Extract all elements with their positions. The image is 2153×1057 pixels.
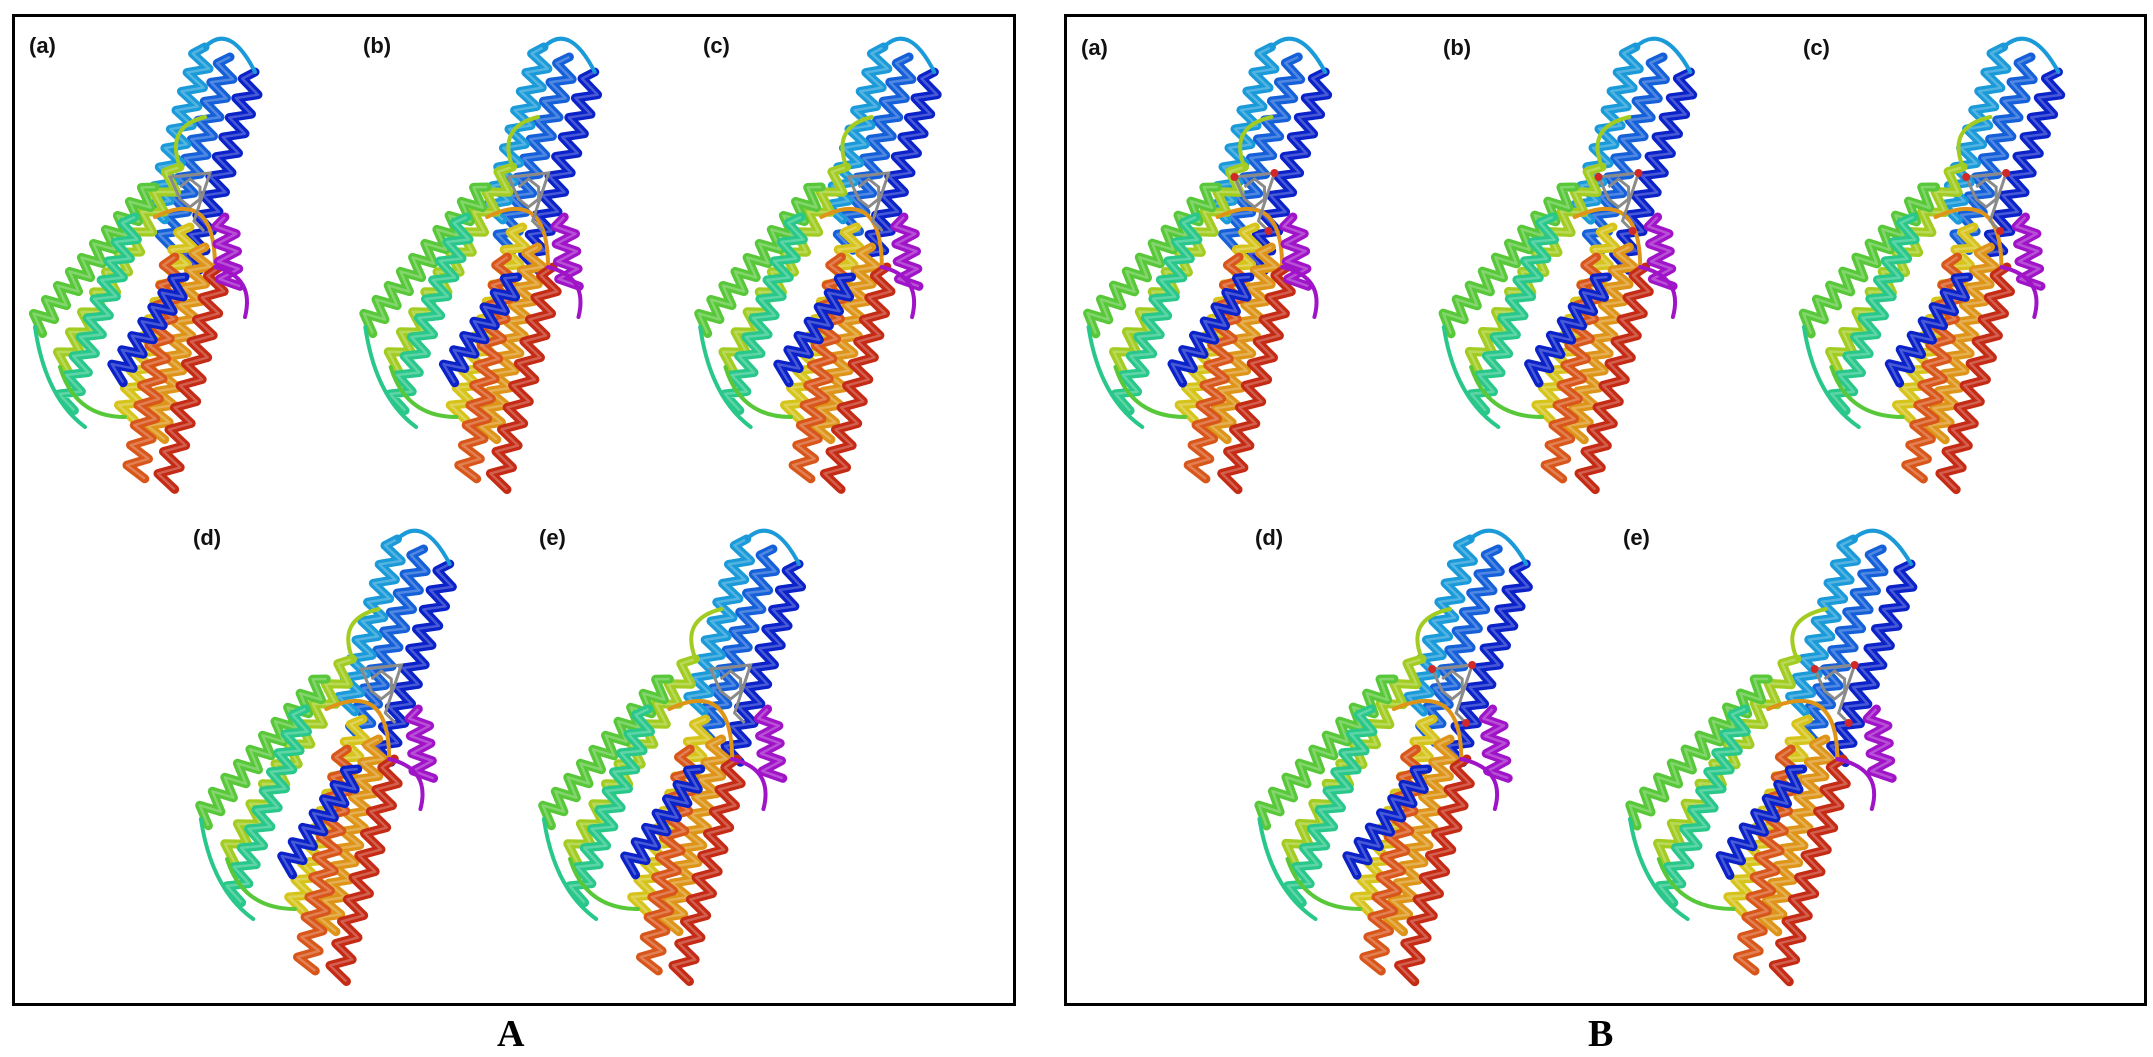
structure-label-a-e: (e): [539, 525, 566, 550]
protein-ribbon-structure-icon: [1254, 528, 1533, 987]
structure-b-a: [1067, 17, 1422, 507]
structure-label-a-b: (b): [363, 33, 392, 58]
structure-a-c: [680, 17, 1013, 507]
panel-a-frame: (a) (b) (c) (d) (e): [12, 14, 1016, 1006]
protein-ribbon-structure-icon: [538, 528, 807, 986]
panel-b-frame: (a) (b) (c) (d) (e): [1064, 14, 2147, 1006]
structure-label-a-d: (d): [193, 525, 222, 550]
structure-b-d: [1237, 509, 1607, 999]
structure-label-a-a: (a): [29, 33, 56, 58]
structure-label-b-a: (a): [1081, 35, 1108, 60]
structure-b-c: [1782, 17, 2144, 507]
protein-ribbon-structure-icon: [1438, 36, 1698, 495]
structure-label-a-c: (c): [703, 33, 730, 58]
protein-ribbon-structure-icon: [694, 36, 942, 494]
structure-a-a: [15, 17, 345, 507]
protein-ribbon-structure-icon: [1798, 36, 2066, 495]
protein-ribbon-structure-icon: [359, 36, 603, 494]
structure-b-b: [1422, 17, 1782, 507]
structure-label-b-b: (b): [1443, 35, 1472, 60]
protein-ribbon-structure-icon: [1083, 36, 1333, 495]
protein-ribbon-structure-icon: [28, 36, 263, 494]
structure-label-b-c: (c): [1803, 35, 1830, 60]
protein-ribbon-structure-icon: [195, 528, 457, 986]
structure-label-b-d: (d): [1255, 525, 1284, 550]
protein-ribbon-structure-icon: [1625, 528, 1918, 987]
panel-b-label: B: [1588, 1013, 1614, 1055]
structure-a-d: [180, 509, 525, 999]
structure-a-e: [523, 509, 868, 999]
panel-a-label: A: [497, 1013, 525, 1055]
structure-label-b-e: (e): [1623, 525, 1650, 550]
structure-b-e: [1607, 509, 1987, 999]
structure-a-b: [345, 17, 680, 507]
